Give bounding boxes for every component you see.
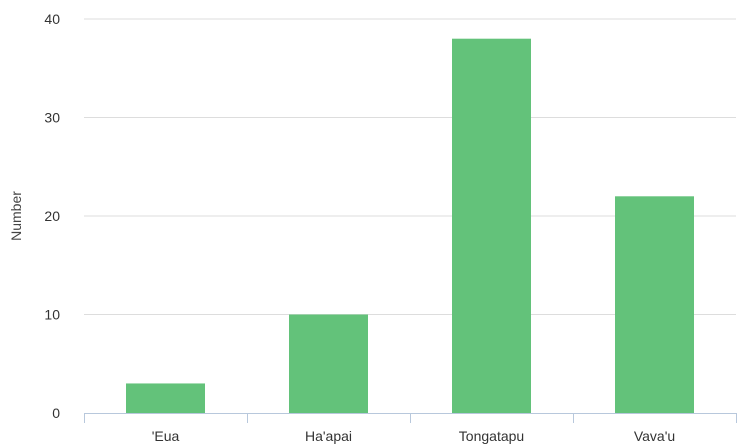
x-axis-tick-labels: 'Eua Ha'apai Tongatapu Vava'u bbox=[152, 428, 675, 444]
bars bbox=[126, 38, 694, 413]
y-axis-tick-labels: 0 10 20 30 40 bbox=[44, 11, 60, 421]
x-tick-label-1: Ha'apai bbox=[305, 428, 352, 444]
y-tick-label-10: 10 bbox=[44, 307, 60, 323]
x-tick-label-0: 'Eua bbox=[152, 428, 180, 444]
x-axis bbox=[84, 413, 737, 423]
y-tick-label-30: 30 bbox=[44, 110, 60, 126]
y-tick-label-40: 40 bbox=[44, 11, 60, 27]
bar-2 bbox=[452, 38, 531, 413]
bar-1 bbox=[289, 314, 368, 413]
bar-0 bbox=[126, 383, 205, 413]
y-axis-title: Number bbox=[8, 191, 24, 241]
bar-3 bbox=[615, 196, 694, 413]
x-tick-label-2: Tongatapu bbox=[459, 428, 524, 444]
y-tick-label-20: 20 bbox=[44, 208, 60, 224]
y-tick-label-0: 0 bbox=[52, 405, 60, 421]
x-tick-label-3: Vava'u bbox=[634, 428, 675, 444]
